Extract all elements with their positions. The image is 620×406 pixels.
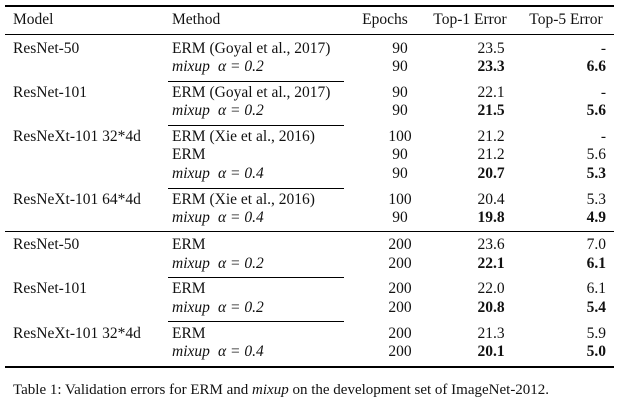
cell-method-mixup: mixup: [172, 102, 210, 119]
cell-epochs: 90: [392, 84, 408, 101]
cell-top1: 21.5: [477, 102, 505, 119]
cell-method-mixup: mixup: [172, 58, 210, 75]
method-rule: [168, 277, 344, 278]
cell-top1: 21.3: [477, 325, 505, 342]
cell-top1: 21.2: [477, 146, 505, 163]
cell-top1: 20.1: [477, 343, 505, 360]
cell-epochs: 200: [388, 299, 412, 316]
cell-top1: 23.6: [477, 236, 505, 253]
cell-method-alpha: α = 0.2: [218, 58, 264, 75]
cell-method: ERM: [172, 146, 206, 163]
cell-top5: 5.3: [586, 165, 606, 182]
cell-top1: 22.1: [477, 255, 505, 272]
header-epochs: Epochs: [362, 11, 408, 28]
cell-model: ResNet-50: [13, 40, 80, 57]
cell-top5: 5.9: [586, 325, 606, 342]
cell-top5: -: [600, 84, 606, 101]
cell-method: ERM: [172, 325, 206, 342]
header-top1: Top-1 Error: [433, 11, 507, 28]
cell-top5: 5.0: [586, 343, 606, 360]
header-method: Method: [172, 11, 221, 28]
cell-model: ResNeXt-101 64*4d: [13, 191, 141, 208]
cell-method-mixup: mixup: [172, 165, 210, 182]
cell-top1: 22.1: [477, 84, 505, 101]
cell-top1: 23.3: [477, 58, 505, 75]
cell-method-mixup: mixup: [172, 343, 210, 360]
cell-top5: 6.1: [586, 255, 606, 272]
cell-method-alpha: α = 0.2: [218, 299, 264, 316]
cell-top5: 5.6: [586, 102, 606, 119]
cell-top5: 5.3: [586, 191, 606, 208]
header-model: Model: [13, 11, 54, 28]
cell-method-mixup: mixup: [172, 209, 210, 226]
cell-epochs: 100: [388, 128, 412, 145]
cell-model: ResNet-101: [13, 280, 88, 297]
cell-model: ResNeXt-101 32*4d: [13, 128, 141, 145]
cell-epochs: 90: [392, 102, 408, 119]
cell-epochs: 200: [388, 255, 412, 272]
cell-top5: -: [600, 128, 606, 145]
cell-method-alpha: α = 0.2: [218, 102, 264, 119]
header-top5: Top-5 Error: [529, 11, 603, 28]
caption-mixup: mixup: [252, 382, 289, 398]
method-rule: [168, 188, 344, 189]
cell-epochs: 90: [392, 58, 408, 75]
caption-suffix: on the development set of ImageNet-2012.: [288, 382, 550, 398]
cell-epochs: 90: [392, 146, 408, 163]
cell-top1: 20.4: [477, 191, 505, 208]
cell-method: ERM (Goyal et al., 2017): [172, 84, 331, 101]
section-rule: [5, 231, 614, 232]
cell-method-alpha: α = 0.4: [218, 209, 264, 226]
cell-method-mixup: mixup: [172, 299, 210, 316]
cell-top5: 6.1: [586, 280, 606, 297]
cell-epochs: 200: [388, 325, 412, 342]
method-rule: [168, 321, 344, 322]
cell-top5: 7.0: [586, 236, 606, 253]
bottom-rule: [5, 366, 614, 368]
cell-method: ERM: [172, 236, 206, 253]
cell-method: ERM (Xie et al., 2016): [172, 128, 315, 145]
cell-model: ResNet-101: [13, 84, 88, 101]
cell-epochs: 90: [392, 209, 408, 226]
cell-top5: 5.4: [586, 299, 606, 316]
cell-top1: 19.8: [477, 209, 505, 226]
cell-method: ERM (Xie et al., 2016): [172, 191, 315, 208]
cell-epochs: 100: [388, 191, 412, 208]
cell-epochs: 90: [392, 40, 408, 57]
cell-epochs: 200: [388, 236, 412, 253]
cell-top1: 20.7: [477, 165, 505, 182]
top-rule: [5, 5, 614, 7]
method-rule: [168, 125, 344, 126]
cell-method-alpha: α = 0.4: [218, 343, 264, 360]
cell-top1: 22.0: [477, 280, 505, 297]
cell-top5: -: [600, 40, 606, 57]
cell-epochs: 90: [392, 165, 408, 182]
cell-method: ERM: [172, 280, 206, 297]
cell-method-alpha: α = 0.2: [218, 255, 264, 272]
cell-top5: 6.6: [586, 58, 606, 75]
cell-model: ResNeXt-101 32*4d: [13, 325, 141, 342]
table-caption: Table 1: Validation errors for ERM and m…: [13, 382, 549, 399]
method-rule: [168, 81, 344, 82]
cell-method-alpha: α = 0.4: [218, 165, 264, 182]
cell-model: ResNet-50: [13, 236, 80, 253]
cell-top5: 5.6: [586, 146, 606, 163]
cell-epochs: 200: [388, 343, 412, 360]
cell-top1: 20.8: [477, 299, 505, 316]
caption-prefix: Table 1: Validation errors for ERM and: [13, 382, 253, 398]
header-rule: [5, 34, 614, 35]
cell-method: ERM (Goyal et al., 2017): [172, 40, 331, 57]
cell-top1: 21.2: [477, 128, 505, 145]
cell-method-mixup: mixup: [172, 255, 210, 272]
cell-top5: 4.9: [586, 209, 606, 226]
cell-epochs: 200: [388, 280, 412, 297]
cell-top1: 23.5: [477, 40, 505, 57]
